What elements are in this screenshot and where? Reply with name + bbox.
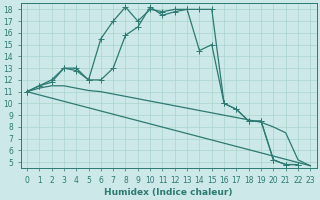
X-axis label: Humidex (Indice chaleur): Humidex (Indice chaleur) [104,188,233,197]
